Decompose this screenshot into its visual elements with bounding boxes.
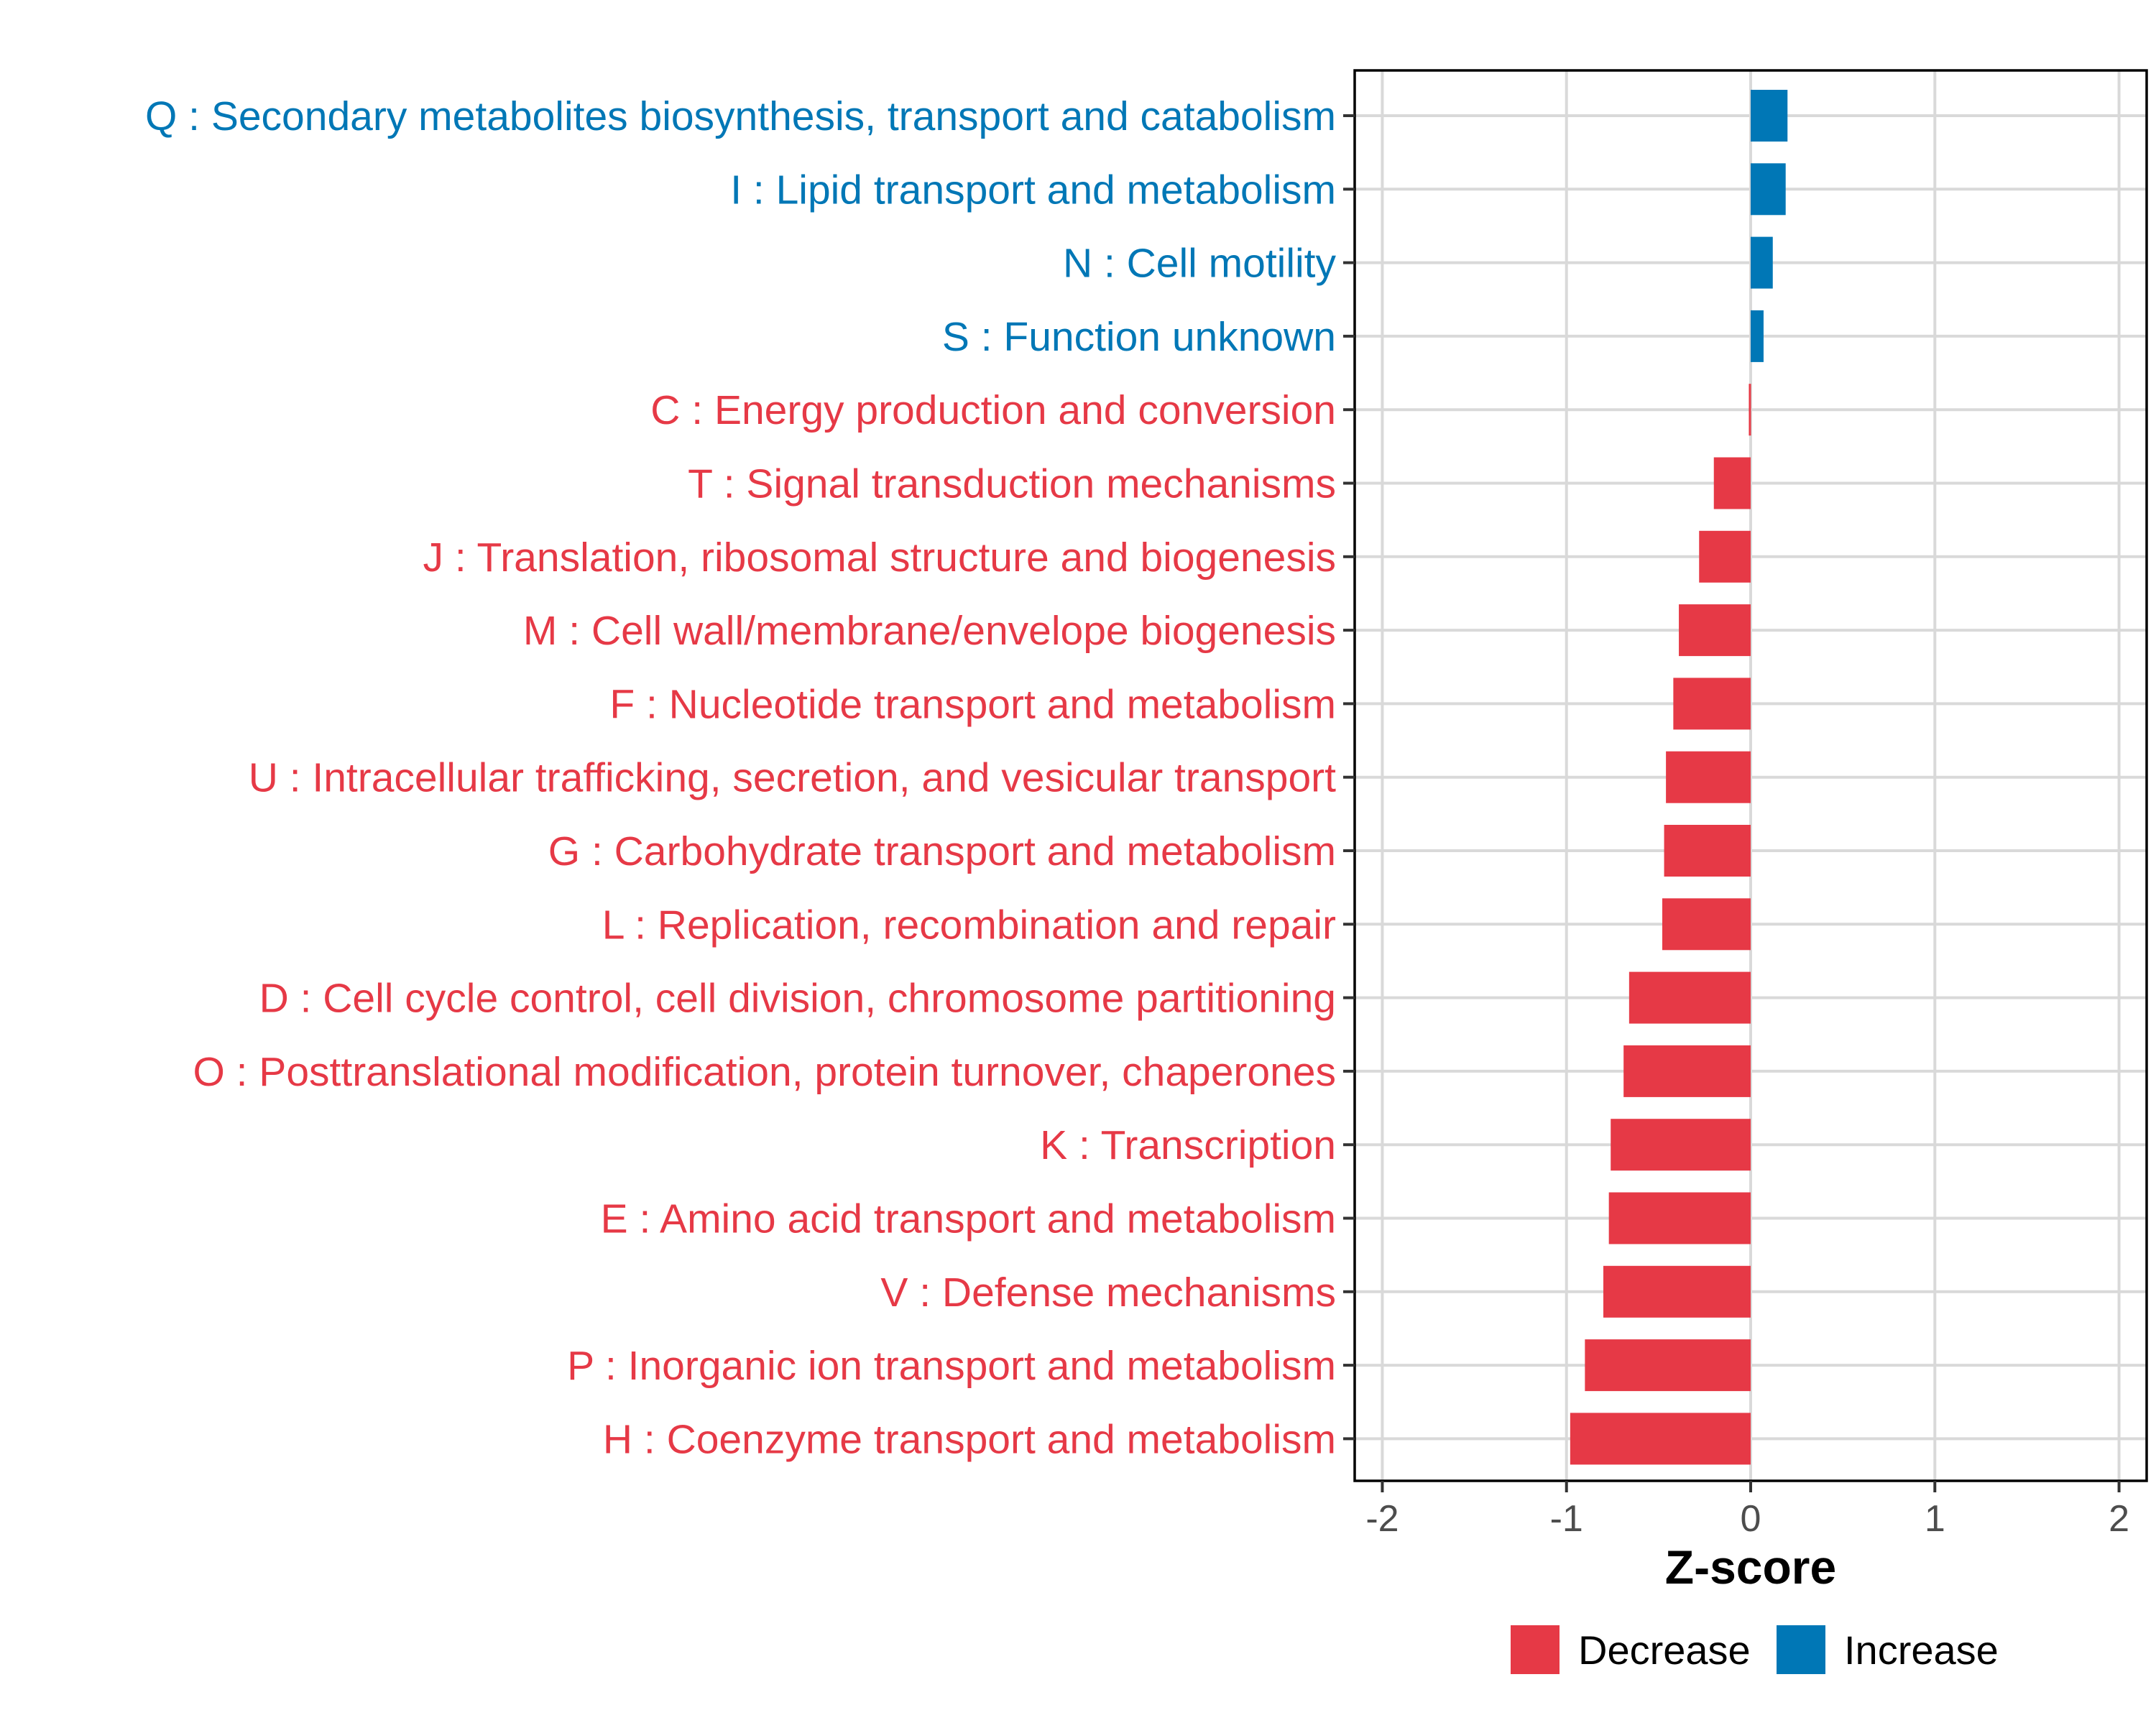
bar [1664,825,1751,877]
bar [1611,1119,1751,1171]
y-tick-layer: Q : Secondary metabolites biosynthesis, … [145,93,1355,1462]
bar [1623,1045,1751,1097]
legend: Decrease Increase [1511,1625,1999,1674]
bar [1751,90,1788,142]
bar [1751,236,1773,289]
x-tick-label: -2 [1365,1498,1399,1540]
x-tick-label: 0 [1741,1498,1761,1540]
bar [1751,163,1786,216]
y-category-label: Q : Secondary metabolites biosynthesis, … [145,93,1336,139]
bar [1673,678,1751,730]
legend-label-decrease: Decrease [1578,1627,1751,1673]
y-category-label: N : Cell motility [1063,241,1337,287]
y-category-label: D : Cell cycle control, cell division, c… [259,976,1336,1022]
bar [1585,1339,1751,1392]
y-category-label: T : Signal transduction mechanisms [688,461,1336,507]
y-category-label: L : Replication, recombination and repai… [602,902,1336,948]
bar [1628,971,1751,1024]
bar-layer [1570,90,1788,1465]
x-tick-label: 1 [1925,1498,1945,1540]
y-category-label: O : Posttranslational modification, prot… [193,1049,1336,1095]
y-category-label: P : Inorganic ion transport and metaboli… [567,1343,1336,1389]
y-category-label: E : Amino acid transport and metabolism [601,1196,1336,1242]
bar [1608,1192,1751,1244]
bar [1699,530,1751,583]
x-tick-layer: -2 -1 0 1 2 [1365,1481,2129,1540]
y-category-label: M : Cell wall/membrane/envelope biogenes… [523,608,1336,654]
legend-swatch-increase [1777,1625,1825,1674]
y-category-label: I : Lipid transport and metabolism [730,167,1336,213]
y-category-label: J : Translation, ribosomal structure and… [423,535,1336,581]
bar [1603,1265,1751,1318]
y-category-label: U : Intracellular trafficking, secretion… [249,755,1336,801]
bar [1662,898,1751,951]
legend-swatch-decrease [1511,1625,1560,1674]
y-category-label: S : Function unknown [942,314,1336,360]
bar [1666,751,1751,803]
y-category-label: H : Coenzyme transport and metabolism [603,1416,1336,1462]
bar [1749,384,1751,436]
y-category-label: V : Defense mechanisms [880,1270,1336,1316]
x-axis-title: Z-score [1665,1540,1836,1594]
x-tick-label: 2 [2109,1498,2129,1540]
legend-label-increase: Increase [1844,1627,1999,1673]
x-tick-label: -1 [1550,1498,1583,1540]
bar [1713,457,1751,509]
y-category-label: F : Nucleotide transport and metabolism [609,681,1336,727]
y-category-label: C : Energy production and conversion [650,387,1336,433]
bar [1679,604,1751,657]
bar [1751,310,1764,362]
y-category-label: G : Carbohydrate transport and metabolis… [548,828,1336,874]
bar [1570,1413,1751,1465]
y-category-label: K : Transcription [1040,1122,1336,1168]
